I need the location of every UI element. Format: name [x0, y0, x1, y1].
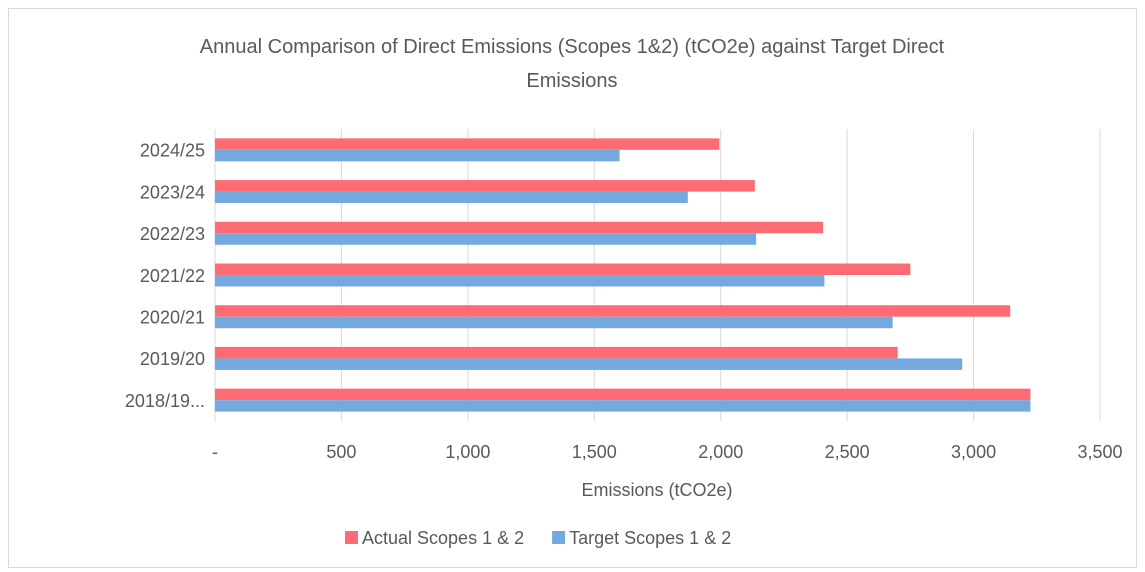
bar — [215, 275, 825, 287]
legend-label: Actual Scopes 1 & 2 — [362, 528, 524, 548]
x-tick-label: 1,500 — [572, 442, 617, 462]
y-tick-label: 2019/20 — [140, 349, 205, 369]
bar — [215, 138, 720, 150]
y-tick-label: 2022/23 — [140, 224, 205, 244]
y-tick-label: 2020/21 — [140, 307, 205, 327]
legend-label: Target Scopes 1 & 2 — [569, 528, 731, 548]
bar — [215, 388, 1031, 401]
y-tick-label: 2021/22 — [140, 266, 205, 286]
bar — [215, 149, 620, 162]
x-tick-label: 3,000 — [951, 442, 996, 462]
y-tick-label: 2024/25 — [140, 141, 205, 161]
bar — [215, 180, 755, 192]
bar — [215, 191, 688, 204]
legend-swatch — [552, 531, 566, 544]
x-tick-label: 500 — [326, 442, 356, 462]
x-tick-label: 2,500 — [825, 442, 870, 462]
bar — [215, 400, 1031, 412]
bar — [215, 233, 757, 245]
bar — [215, 263, 911, 275]
y-tick-label: 2018/19... — [125, 391, 205, 411]
bar — [215, 316, 893, 329]
x-tick-label: 3,500 — [1077, 442, 1122, 462]
chart-title: Annual Comparison of Direct Emissions (S… — [199, 36, 945, 92]
y-tick-label: 2023/24 — [140, 182, 205, 202]
x-tick-label: 2,000 — [698, 442, 743, 462]
x-tick-label: - — [212, 442, 218, 462]
bar — [215, 346, 898, 359]
chart-border — [8, 8, 1137, 568]
bar — [215, 305, 1011, 317]
x-tick-label: 1,000 — [445, 442, 490, 462]
x-axis-title: Emissions (tCO2e) — [581, 480, 732, 500]
bar — [215, 358, 963, 370]
bar — [215, 221, 824, 234]
legend-swatch — [345, 531, 358, 544]
